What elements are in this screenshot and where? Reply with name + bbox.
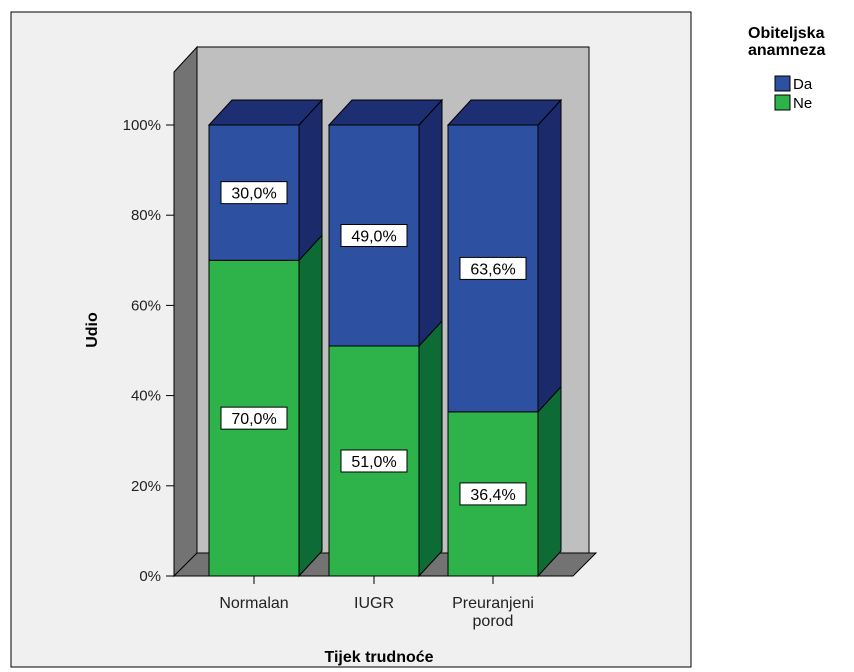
y-tick-label: 80%	[131, 207, 161, 224]
side-wall	[173, 45, 198, 578]
data-label-box	[340, 449, 408, 473]
legend-label-ne: Ne	[793, 95, 812, 112]
y-tick-label: 60%	[131, 297, 161, 314]
bar-top	[207, 99, 324, 126]
data-labels: 70,0% 30,0% 51,0% 49,0% 36,4% 63,6%	[220, 181, 527, 506]
bar-side-ne	[298, 234, 323, 578]
legend-label-da: Da	[793, 76, 813, 93]
bar-top	[446, 99, 563, 126]
data-label: 63,6%	[470, 261, 515, 278]
y-tick-label: 40%	[131, 388, 161, 405]
y-axis-title: Udio	[84, 312, 101, 348]
y-tick-label: 100%	[123, 117, 161, 134]
y-tick-label: 0%	[139, 568, 161, 585]
bar-side-ne	[537, 385, 562, 578]
legend: Obiteljska anamneza Da Ne	[748, 25, 825, 112]
bar-top	[327, 99, 444, 126]
x-axis-title: Tijek trudnoće	[324, 649, 433, 666]
legend-swatch-da	[774, 75, 791, 92]
legend-swatch-ne	[774, 94, 791, 111]
x-tick-label: IUGR	[354, 595, 394, 612]
data-label-box	[340, 223, 408, 247]
data-label-box	[220, 406, 288, 430]
data-label: 51,0%	[351, 454, 396, 471]
bar-side-da	[418, 98, 443, 348]
data-label: 49,0%	[351, 228, 396, 245]
x-tick-label: Normalan	[219, 595, 288, 612]
data-label: 36,4%	[470, 487, 515, 504]
data-label-box	[459, 256, 527, 280]
x-tick-label: porod	[473, 613, 514, 630]
bar-side-da	[298, 98, 323, 262]
data-label-box	[220, 181, 288, 205]
legend-title-line-2: anamneza	[748, 42, 825, 59]
y-tick-label: 20%	[131, 478, 161, 495]
bar-side-da	[537, 98, 562, 414]
data-label: 70,0%	[231, 411, 276, 428]
y-axis: 0% 20% 40% 60% 80% 100%	[123, 72, 175, 585]
legend-title-line-1: Obiteljska	[748, 25, 825, 42]
x-tick-label: Preuranjeni	[452, 595, 534, 612]
bar-side-ne	[418, 319, 443, 578]
data-label: 30,0%	[231, 186, 276, 203]
data-label-box	[459, 482, 527, 506]
